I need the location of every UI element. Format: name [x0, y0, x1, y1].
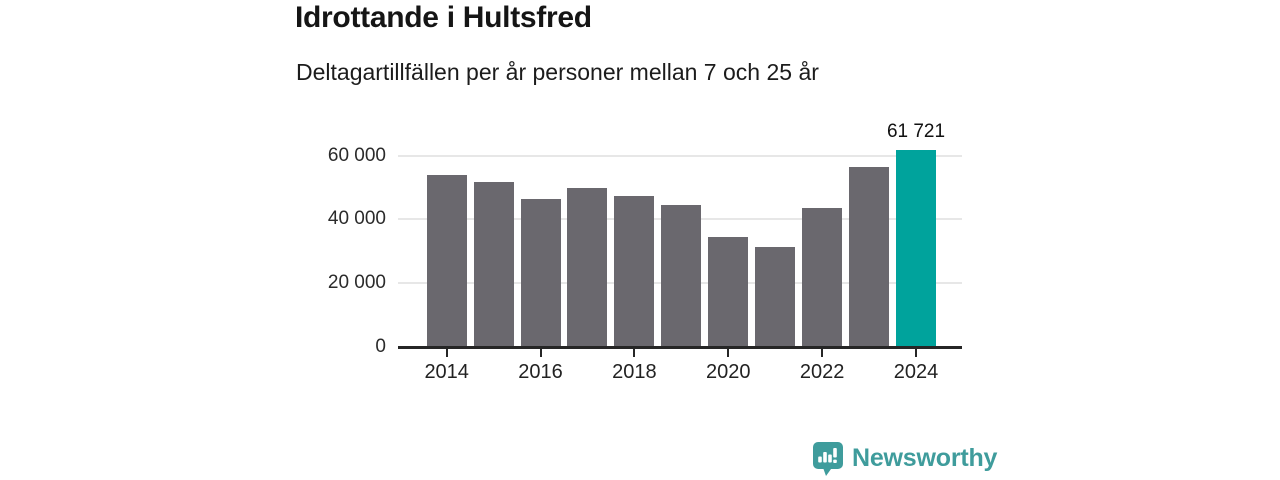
- bar-2023: [849, 167, 890, 347]
- x-axis-label-2018: 2018: [612, 361, 657, 383]
- newsworthy-logo[interactable]: Newsworthy: [811, 440, 997, 477]
- bar-2018: [614, 196, 655, 347]
- x-tick-2014: [445, 349, 448, 357]
- x-axis-label-2022: 2022: [799, 361, 845, 383]
- x-axis-label-2020: 2020: [706, 361, 751, 383]
- x-tick-2022: [821, 349, 824, 357]
- y-axis-label-40000: 40 000: [327, 208, 386, 230]
- x-tick-2024: [915, 349, 917, 357]
- highlight-value-label: 61 721: [886, 121, 946, 143]
- bar-2024: [896, 150, 936, 347]
- bar-2016: [520, 199, 561, 347]
- chart-subtitle: Deltagartillfällen per år personer mella…: [296, 59, 819, 85]
- x-axis-line: [398, 346, 962, 349]
- bar-2020: [708, 236, 749, 347]
- chart-title: Idrottande i Hultsfred: [295, 1, 592, 34]
- bar-2017: [567, 188, 608, 347]
- x-axis-label-2024: 2024: [893, 361, 939, 383]
- y-axis-label-60000: 60 000: [327, 144, 386, 166]
- newsworthy-wordmark: Newsworthy: [852, 444, 998, 472]
- x-axis-label-2016: 2016: [518, 361, 563, 383]
- bar-2019: [661, 205, 702, 347]
- y-axis-label-20000: 20 000: [327, 272, 386, 294]
- gridline-60000: [398, 154, 962, 157]
- bar-chart-speech-bubble-icon: [811, 440, 845, 477]
- y-axis-label-0: 0: [375, 336, 386, 357]
- bar-2022: [802, 207, 843, 347]
- x-tick-2018: [633, 349, 636, 357]
- x-tick-2020: [727, 349, 730, 357]
- x-tick-2016: [539, 349, 542, 357]
- x-axis-label-2014: 2014: [424, 361, 469, 383]
- bar-2021: [755, 247, 796, 347]
- bar-2014: [426, 175, 467, 347]
- bar-2015: [473, 182, 514, 347]
